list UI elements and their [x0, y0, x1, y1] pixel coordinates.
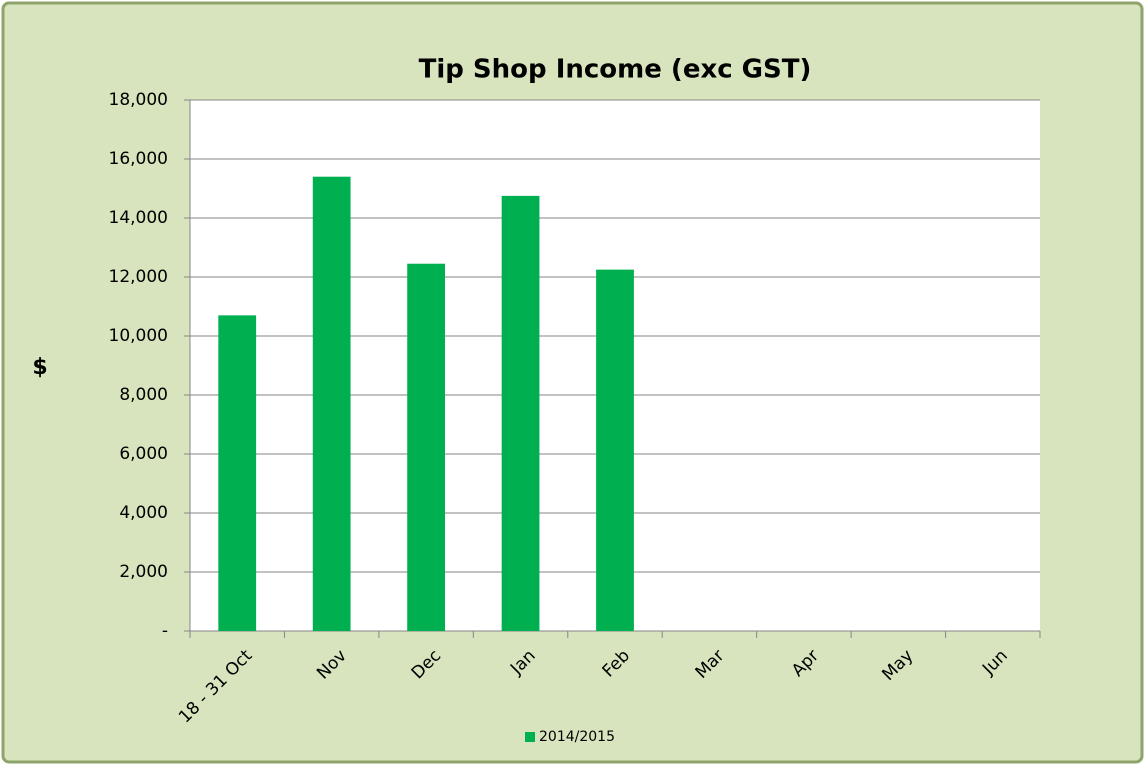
y-tick-label: 18,000	[109, 90, 168, 110]
chart-title: Tip Shop Income (exc GST)	[419, 55, 812, 85]
y-tick-label: 10,000	[109, 326, 168, 346]
legend-text: 2014/2015	[539, 729, 615, 745]
y-axis-title: $	[32, 355, 47, 380]
bar	[312, 176, 351, 631]
bar	[501, 195, 540, 631]
y-tick-label: 16,000	[109, 149, 168, 169]
y-tick-label: -	[162, 621, 168, 641]
y-tick-label: 2,000	[119, 562, 168, 582]
y-tick-label: 12,000	[109, 267, 168, 287]
y-tick-label: 14,000	[109, 208, 168, 228]
bar	[218, 315, 257, 631]
y-tick-label: 4,000	[119, 503, 168, 523]
legend-swatch	[525, 732, 535, 742]
bar	[407, 263, 445, 631]
bar	[596, 269, 634, 631]
y-tick-label: 8,000	[119, 385, 168, 405]
y-tick-label: 6,000	[119, 444, 168, 464]
